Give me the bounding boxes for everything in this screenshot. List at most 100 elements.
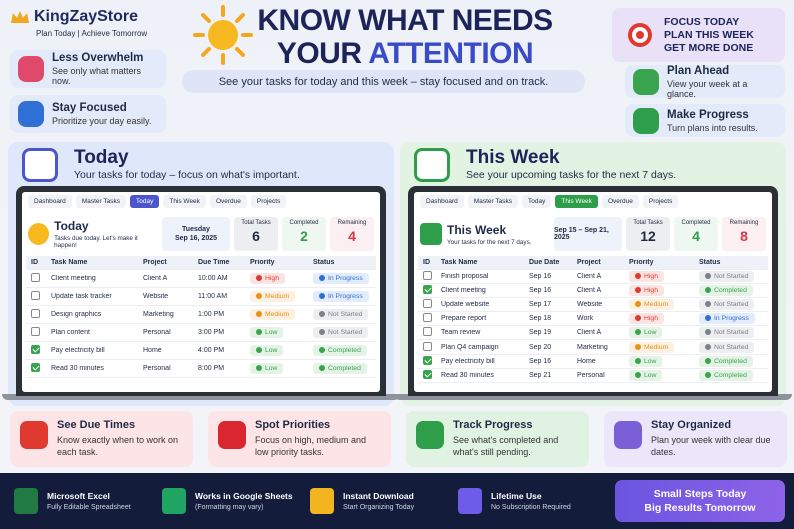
cell-text: Pay electricity bill [51, 347, 105, 354]
benefit-title: Track Progress [453, 419, 533, 431]
checkbox[interactable] [423, 285, 432, 295]
checkbox[interactable] [31, 273, 40, 282]
checkbox[interactable] [423, 327, 432, 337]
table-cell: High [624, 285, 694, 297]
checkbox[interactable] [31, 327, 40, 336]
nav-tab[interactable]: Overdue [209, 195, 247, 208]
stat-box: Remaining 8 [722, 217, 766, 251]
table-cell: 1:00 PM [193, 311, 245, 318]
task-table: ID Task Name Project Due Time Priority Status… [26, 256, 376, 378]
checkbox[interactable] [31, 345, 40, 354]
nav-tab[interactable]: This Week [163, 195, 206, 208]
footer-desc: (Formatting may vary) [195, 504, 264, 511]
checkbox[interactable] [423, 369, 432, 379]
pill-dot [319, 311, 325, 317]
checkbox-cell [418, 355, 436, 367]
nav-tab[interactable]: Projects [642, 195, 679, 208]
nav-tab[interactable]: Dashboard [28, 195, 72, 208]
checkbox-cell [418, 341, 436, 353]
benefit-desc: Plan your week with clear due dates. [651, 435, 771, 457]
target-icon [628, 23, 652, 47]
table-cell: Client A [572, 329, 624, 336]
status-pill: Not Started [699, 271, 755, 283]
feature-text: Plan Ahead View your week at a glance. [667, 65, 777, 99]
nav-tab[interactable]: Projects [250, 195, 287, 208]
footer-title: Lifetime Use [491, 491, 542, 501]
table-cell: Not Started [694, 341, 768, 353]
cell-text: 1:00 PM [198, 311, 225, 318]
nav-tab[interactable]: Master Tasks [467, 195, 518, 208]
pill-dot [319, 275, 325, 281]
nav-tab[interactable]: Today [129, 195, 160, 208]
status-label: Completed [714, 287, 747, 295]
column-header: ID [31, 259, 38, 266]
feature-desc: Prioritize your day easily. [52, 116, 152, 126]
status-pill: Not Started [699, 327, 755, 339]
footer-text: Instant Download Start Organizing Today [343, 491, 414, 511]
priority-pill: High [629, 285, 664, 297]
status-label: Not Started [714, 301, 749, 309]
stat-value: 4 [692, 228, 700, 244]
benefit-desc: Know exactly when to work on each task. [57, 435, 179, 457]
summary-row: Today Tasks due today. Let's make it happ… [28, 217, 374, 251]
checkbox[interactable] [31, 363, 40, 372]
cell-text: Sep 18 [529, 315, 552, 323]
nav-tab[interactable]: Master Tasks [75, 195, 126, 208]
feature-title: Make Progress [667, 108, 749, 121]
brand-name: KingZayStore [34, 8, 139, 25]
feature-text: Stay Focused Prioritize your day easily. [52, 102, 151, 126]
table-cell: Medium [245, 291, 308, 302]
task-row: Design graphics Marketing 1:00 PM Medium Not… [26, 306, 376, 324]
checkbox[interactable] [31, 291, 40, 300]
status-label: Completed [714, 371, 747, 379]
benefit-desc: Focus on high, medium and low priority t… [255, 435, 367, 457]
status-pill: Not Started [313, 327, 369, 338]
nav-tab[interactable]: Overdue [601, 195, 639, 208]
feature-icon [633, 68, 659, 95]
checkbox[interactable] [423, 299, 432, 309]
cell-text: Sep 16 [529, 287, 552, 295]
table-cell: Update website [436, 301, 524, 308]
summary-row: This Week Your tasks for the next 7 days.… [420, 217, 766, 251]
checkbox[interactable] [423, 341, 432, 351]
feature-icon [18, 56, 44, 82]
table-cell: Plan Q4 campaign [436, 344, 524, 351]
cell-text: 11:00 AM [198, 293, 228, 300]
priority-label: Medium [644, 301, 669, 309]
table-cell: Not Started [694, 299, 768, 311]
footer-desc: Fully Editable Spreadsheet [47, 504, 131, 511]
nav-tab[interactable]: This Week [555, 195, 598, 208]
table-cell: Pay electricity bill [436, 358, 524, 365]
checkbox-cell [418, 299, 436, 310]
table-cell: 3:00 PM [193, 329, 245, 336]
nav-tab[interactable]: Today [521, 195, 552, 208]
feature-desc: Turn plans into results. [667, 122, 758, 133]
status-label: Completed [328, 365, 361, 372]
benefit-box: Track Progress See what's completed and w… [406, 411, 589, 467]
feature-desc: View your week at a glance. [667, 78, 748, 99]
checkbox-cell [26, 273, 46, 284]
cta-button[interactable]: Small Steps Today Big Results Tomorrow [615, 480, 785, 522]
stat-value: 12 [640, 228, 656, 244]
table-cell: Sep 21 [524, 372, 572, 379]
checkbox[interactable] [423, 313, 432, 323]
status-pill: Not Started [699, 299, 755, 311]
column-header: Priority [250, 259, 275, 266]
status-pill: Completed [699, 355, 753, 367]
brand: KingZayStore Plan Today | Achieve Tomorr… [10, 8, 147, 38]
priority-pill: Medium [250, 309, 296, 320]
cell-text: Update website [441, 301, 490, 309]
footer-text: Lifetime Use No Subscription Required [491, 491, 571, 511]
priority-label: Medium [265, 311, 290, 318]
panel-heading: This Week [466, 147, 560, 168]
pill-dot [256, 365, 262, 371]
table-cell: Pay electricity bill [46, 347, 138, 354]
benefit-text: See Due Times Know exactly when to work o… [57, 419, 183, 459]
cell-text: Client A [577, 273, 602, 281]
nav-tab[interactable]: Dashboard [420, 195, 464, 208]
status-label: In Progress [328, 293, 363, 300]
checkbox[interactable] [31, 309, 40, 318]
checkbox[interactable] [423, 271, 432, 281]
task-row: Prepare report Sep 18 Work High In Progress [418, 312, 768, 327]
checkbox[interactable] [423, 355, 432, 365]
